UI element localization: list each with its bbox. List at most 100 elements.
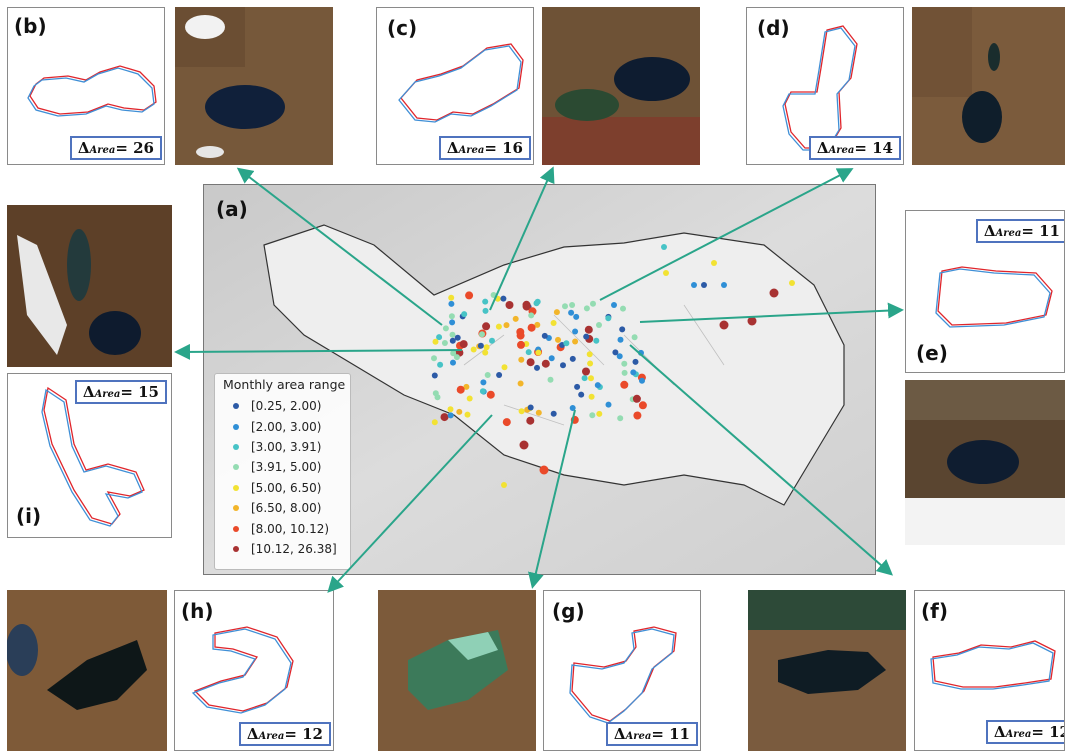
lake-dot bbox=[505, 301, 514, 309]
lake-dot bbox=[593, 337, 600, 344]
delta-subscript: Area bbox=[94, 389, 121, 400]
lake-dot bbox=[621, 360, 628, 367]
delta-symbol: Δ bbox=[246, 725, 259, 743]
legend-label: [3.00, 3.91) bbox=[251, 439, 322, 454]
lake-dot bbox=[588, 393, 595, 400]
lake-dot bbox=[621, 369, 628, 376]
map-legend: Monthly area range [0.25, 2.00) [2.00, 3.… bbox=[214, 373, 351, 570]
lake-dot bbox=[563, 340, 570, 347]
lake-dot bbox=[631, 334, 638, 341]
lake-dot bbox=[464, 411, 471, 418]
panel-e-delta-badge: ΔArea= 11 bbox=[975, 219, 1064, 243]
lake-dot bbox=[527, 404, 534, 411]
lake-dot bbox=[691, 282, 697, 288]
lake-dot bbox=[519, 440, 529, 450]
lake-dot bbox=[482, 307, 489, 314]
lake-dot bbox=[448, 294, 455, 301]
panel-d-label: (d) bbox=[757, 16, 790, 40]
lake-dot bbox=[449, 319, 456, 326]
lake-dot bbox=[569, 302, 576, 308]
lake-dot bbox=[477, 342, 484, 349]
lake-dot bbox=[453, 354, 460, 361]
panel-b-label: (b) bbox=[14, 14, 47, 38]
lake-dot bbox=[431, 419, 438, 426]
lake-dot bbox=[522, 300, 531, 309]
lake-dot bbox=[638, 349, 644, 356]
lake-f-outline bbox=[930, 640, 1056, 690]
delta-symbol: Δ bbox=[82, 383, 95, 401]
lake-dot bbox=[583, 305, 590, 312]
satellite-i bbox=[7, 205, 172, 367]
lake-g-outline bbox=[569, 626, 677, 724]
panel-i-delta-badge: ΔArea= 15 bbox=[74, 380, 167, 404]
lake-dot bbox=[483, 344, 490, 351]
panel-i-outline: (i) ΔArea= 15 bbox=[7, 373, 172, 538]
panel-e-outline: (e) ΔArea= 11 bbox=[905, 210, 1065, 373]
panel-c-label: (c) bbox=[387, 16, 418, 40]
lake-dot bbox=[440, 413, 449, 422]
lake-dot bbox=[572, 328, 579, 335]
lake-dot bbox=[550, 410, 557, 417]
lake-dot bbox=[431, 372, 438, 379]
satellite-e bbox=[905, 380, 1065, 545]
legend-swatch bbox=[233, 403, 239, 410]
delta-symbol: Δ bbox=[77, 139, 90, 157]
lake-dot bbox=[719, 320, 729, 330]
lake-i-outline bbox=[41, 386, 145, 527]
lake-dot bbox=[486, 390, 495, 399]
panel-g-delta-badge: ΔArea= 11 bbox=[605, 722, 698, 746]
panel-d-outline: (d) ΔArea= 14 bbox=[746, 7, 904, 165]
lake-dot bbox=[605, 315, 612, 322]
panel-c-outline: (c) ΔArea= 16 bbox=[376, 7, 534, 165]
lake-dot bbox=[431, 355, 437, 362]
lake-dot bbox=[518, 356, 525, 363]
delta-value: = 15 bbox=[120, 383, 159, 401]
delta-subscript: Area bbox=[89, 145, 116, 156]
panel-d-delta-badge: ΔArea= 14 bbox=[808, 136, 901, 160]
lake-dot bbox=[450, 350, 457, 357]
lake-dot bbox=[534, 321, 541, 328]
satellite-d bbox=[912, 7, 1065, 165]
lake-dot bbox=[572, 338, 579, 345]
lake-dot bbox=[448, 313, 455, 320]
lake-dot bbox=[461, 311, 468, 318]
lake-dot bbox=[661, 244, 667, 250]
lake-dot bbox=[568, 309, 575, 316]
lake-dot bbox=[501, 482, 507, 488]
lake-dot bbox=[480, 379, 487, 386]
lake-dot bbox=[535, 349, 542, 356]
lake-dot bbox=[541, 332, 548, 339]
map-label: (a) bbox=[216, 197, 248, 221]
lake-dot bbox=[482, 322, 491, 331]
lake-dot bbox=[581, 375, 588, 382]
lake-dot bbox=[516, 331, 525, 340]
lake-dot bbox=[479, 331, 485, 338]
lake-dot bbox=[526, 358, 535, 367]
lake-dot bbox=[489, 337, 495, 344]
legend-item: [3.00, 3.91) bbox=[215, 437, 350, 457]
lake-dot bbox=[490, 292, 497, 298]
lake-dot bbox=[495, 323, 502, 330]
lake-dot bbox=[617, 336, 624, 343]
lake-dot bbox=[528, 312, 535, 319]
delta-symbol: Δ bbox=[446, 139, 459, 157]
legend-swatch bbox=[233, 464, 239, 471]
lake-dot bbox=[562, 303, 568, 310]
legend-item: [0.25, 2.00) bbox=[215, 396, 350, 416]
panel-f-outline: (f) ΔArea= 12 bbox=[914, 590, 1065, 751]
lake-dot bbox=[503, 322, 510, 329]
legend-item: [5.00, 6.50) bbox=[215, 478, 350, 498]
lake-dot bbox=[525, 349, 532, 356]
legend-swatch bbox=[233, 505, 239, 512]
delta-value: = 26 bbox=[115, 139, 154, 157]
lake-dot bbox=[578, 391, 585, 398]
legend-label: [6.50, 8.00) bbox=[251, 501, 322, 516]
lake-dot bbox=[534, 364, 540, 371]
delta-value: = 12 bbox=[1031, 723, 1064, 741]
lake-dot bbox=[449, 331, 456, 338]
lake-dot bbox=[769, 288, 779, 298]
lake-dot bbox=[539, 465, 549, 475]
lake-dot bbox=[632, 358, 639, 365]
satellite-b bbox=[175, 7, 333, 165]
legend-swatch bbox=[233, 423, 239, 430]
